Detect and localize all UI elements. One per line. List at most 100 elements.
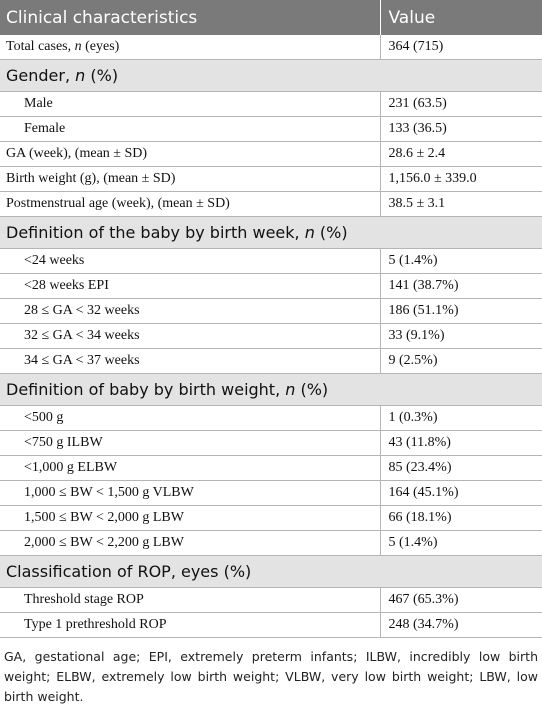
value-cell: 28.6 ± 2.4 bbox=[380, 141, 542, 167]
value-cell: 248 (34.7%) bbox=[380, 612, 542, 638]
value-cell: 5 (1.4%) bbox=[380, 248, 542, 274]
label-text: (%) bbox=[295, 380, 329, 399]
section-row: Classification of ROP, eyes (%) bbox=[0, 555, 542, 588]
row: 2,000 ≤ BW < 2,200 g LBW 5 (1.4%) bbox=[0, 530, 542, 556]
label-cell: Definition of the baby by birth week, n … bbox=[0, 216, 542, 249]
value-cell: 33 (9.1%) bbox=[380, 323, 542, 349]
label-cell: 34 ≤ GA < 37 weeks bbox=[0, 348, 381, 374]
label-text: GA (week), (mean ± SD) bbox=[6, 146, 148, 161]
label-cell: Threshold stage ROP bbox=[0, 587, 381, 613]
label-text: <28 weeks EPI bbox=[24, 278, 109, 293]
italic-text: n bbox=[75, 66, 86, 85]
label-cell: 32 ≤ GA < 34 weeks bbox=[0, 323, 381, 349]
italic-text: n bbox=[285, 380, 296, 399]
label-text: Total cases, bbox=[6, 39, 75, 54]
label-text: <750 g ILBW bbox=[24, 435, 103, 450]
label-cell: Type 1 prethreshold ROP bbox=[0, 612, 381, 638]
label-text: Birth weight (g), (mean ± SD) bbox=[6, 171, 176, 186]
label-text: Definition of baby by birth weight, bbox=[6, 380, 286, 399]
label-text: <500 g bbox=[24, 410, 64, 425]
row: 1,500 ≤ BW < 2,000 g LBW 66 (18.1%) bbox=[0, 505, 542, 531]
label-text: Male bbox=[24, 96, 53, 111]
label-text: 2,000 ≤ BW < 2,200 g LBW bbox=[24, 535, 184, 550]
label-text: Gender, bbox=[6, 66, 76, 85]
label-text: Classification of ROP, eyes (%) bbox=[6, 562, 252, 581]
label-cell: Total cases, n (eyes) bbox=[0, 35, 381, 60]
label-text: Definition of the baby by birth week, bbox=[6, 223, 305, 242]
label-cell: 1,500 ≤ BW < 2,000 g LBW bbox=[0, 505, 381, 531]
value-cell: 164 (45.1%) bbox=[380, 480, 542, 506]
label-cell: <1,000 g ELBW bbox=[0, 455, 381, 481]
label-text: Threshold stage ROP bbox=[24, 592, 144, 607]
label-text: 1,000 ≤ BW < 1,500 g VLBW bbox=[24, 485, 194, 500]
row: Total cases, n (eyes) 364 (715) bbox=[0, 35, 542, 60]
label-cell: GA (week), (mean ± SD) bbox=[0, 141, 381, 167]
label-text: 28 ≤ GA < 32 weeks bbox=[24, 303, 140, 318]
label-text: Type 1 prethreshold ROP bbox=[24, 617, 167, 632]
label-text: Postmenstrual age (week), (mean ± SD) bbox=[6, 196, 230, 211]
footnote: GA, gestational age; EPI, extremely pret… bbox=[4, 649, 538, 704]
label-cell: 28 ≤ GA < 32 weeks bbox=[0, 298, 381, 324]
label-cell: <500 g bbox=[0, 405, 381, 431]
label-cell: Female bbox=[0, 116, 381, 142]
italic-text: n bbox=[304, 223, 315, 242]
label-cell: Gender, n (%) bbox=[0, 59, 542, 92]
value-cell: 85 (23.4%) bbox=[380, 455, 542, 481]
section-row: Definition of the baby by birth week, n … bbox=[0, 216, 542, 249]
value-cell: 231 (63.5) bbox=[380, 91, 542, 117]
row: <500 g 1 (0.3%) bbox=[0, 405, 542, 431]
row: <28 weeks EPI 141 (38.7%) bbox=[0, 273, 542, 299]
value-cell: 186 (51.1%) bbox=[380, 298, 542, 324]
row: 34 ≤ GA < 37 weeks 9 (2.5%) bbox=[0, 348, 542, 374]
value-cell: 5 (1.4%) bbox=[380, 530, 542, 556]
row: 28 ≤ GA < 32 weeks 186 (51.1%) bbox=[0, 298, 542, 324]
value-cell: 38.5 ± 3.1 bbox=[380, 191, 542, 217]
row: Male 231 (63.5) bbox=[0, 91, 542, 117]
row: Threshold stage ROP 467 (65.3%) bbox=[0, 587, 542, 613]
label-cell: 1,000 ≤ BW < 1,500 g VLBW bbox=[0, 480, 381, 506]
value-cell: 9 (2.5%) bbox=[380, 348, 542, 374]
row: Birth weight (g), (mean ± SD) 1,156.0 ± 3… bbox=[0, 166, 542, 192]
label-cell: <750 g ILBW bbox=[0, 430, 381, 456]
label-text: (%) bbox=[85, 66, 119, 85]
row: 1,000 ≤ BW < 1,500 g VLBW 164 (45.1%) bbox=[0, 480, 542, 506]
label-text: <24 weeks bbox=[24, 253, 85, 268]
row: Type 1 prethreshold ROP 248 (34.7%) bbox=[0, 612, 542, 638]
row: 32 ≤ GA < 34 weeks 33 (9.1%) bbox=[0, 323, 542, 349]
label-text: 32 ≤ GA < 34 weeks bbox=[24, 328, 140, 343]
value-cell: 141 (38.7%) bbox=[380, 273, 542, 299]
label-cell: Male bbox=[0, 91, 381, 117]
label-cell: <24 weeks bbox=[0, 248, 381, 274]
row: <24 weeks 5 (1.4%) bbox=[0, 248, 542, 274]
label-text: 1,500 ≤ BW < 2,000 g LBW bbox=[24, 510, 184, 525]
value-cell: 133 (36.5) bbox=[380, 116, 542, 142]
label-cell: Classification of ROP, eyes (%) bbox=[0, 555, 542, 588]
row: GA (week), (mean ± SD) 28.6 ± 2.4 bbox=[0, 141, 542, 167]
value-cell: 467 (65.3%) bbox=[380, 587, 542, 613]
label-text: Female bbox=[24, 121, 66, 136]
label-text: (%) bbox=[314, 223, 348, 242]
value-cell: 1 (0.3%) bbox=[380, 405, 542, 431]
table-body: Total cases, n (eyes) 364 (715) Gender, n … bbox=[0, 35, 542, 638]
label-cell: <28 weeks EPI bbox=[0, 273, 381, 299]
header-cell: Clinical characteristics bbox=[0, 0, 380, 35]
row: Postmenstrual age (week), (mean ± SD) 38.… bbox=[0, 191, 542, 217]
label-cell: Birth weight (g), (mean ± SD) bbox=[0, 166, 381, 192]
section-row: Gender, n (%) bbox=[0, 59, 542, 92]
value-cell: 66 (18.1%) bbox=[380, 505, 542, 531]
row: <750 g ILBW 43 (11.8%) bbox=[0, 430, 542, 456]
label-text: 34 ≤ GA < 37 weeks bbox=[24, 353, 140, 368]
section-row: Definition of baby by birth weight, n (%… bbox=[0, 373, 542, 406]
row: Female 133 (36.5) bbox=[0, 116, 542, 142]
header-row: Clinical characteristics Value bbox=[0, 0, 542, 35]
value-cell: 364 (715) bbox=[380, 35, 542, 60]
label-text: <1,000 g ELBW bbox=[24, 460, 118, 475]
header-cell: Value bbox=[379, 0, 542, 35]
label-cell: 2,000 ≤ BW < 2,200 g LBW bbox=[0, 530, 381, 556]
label-text: (eyes) bbox=[81, 39, 120, 54]
label-cell: Definition of baby by birth weight, n (%… bbox=[0, 373, 542, 406]
italic-text: n bbox=[74, 39, 82, 54]
value-cell: 1,156.0 ± 339.0 bbox=[380, 166, 542, 192]
value-cell: 43 (11.8%) bbox=[380, 430, 542, 456]
